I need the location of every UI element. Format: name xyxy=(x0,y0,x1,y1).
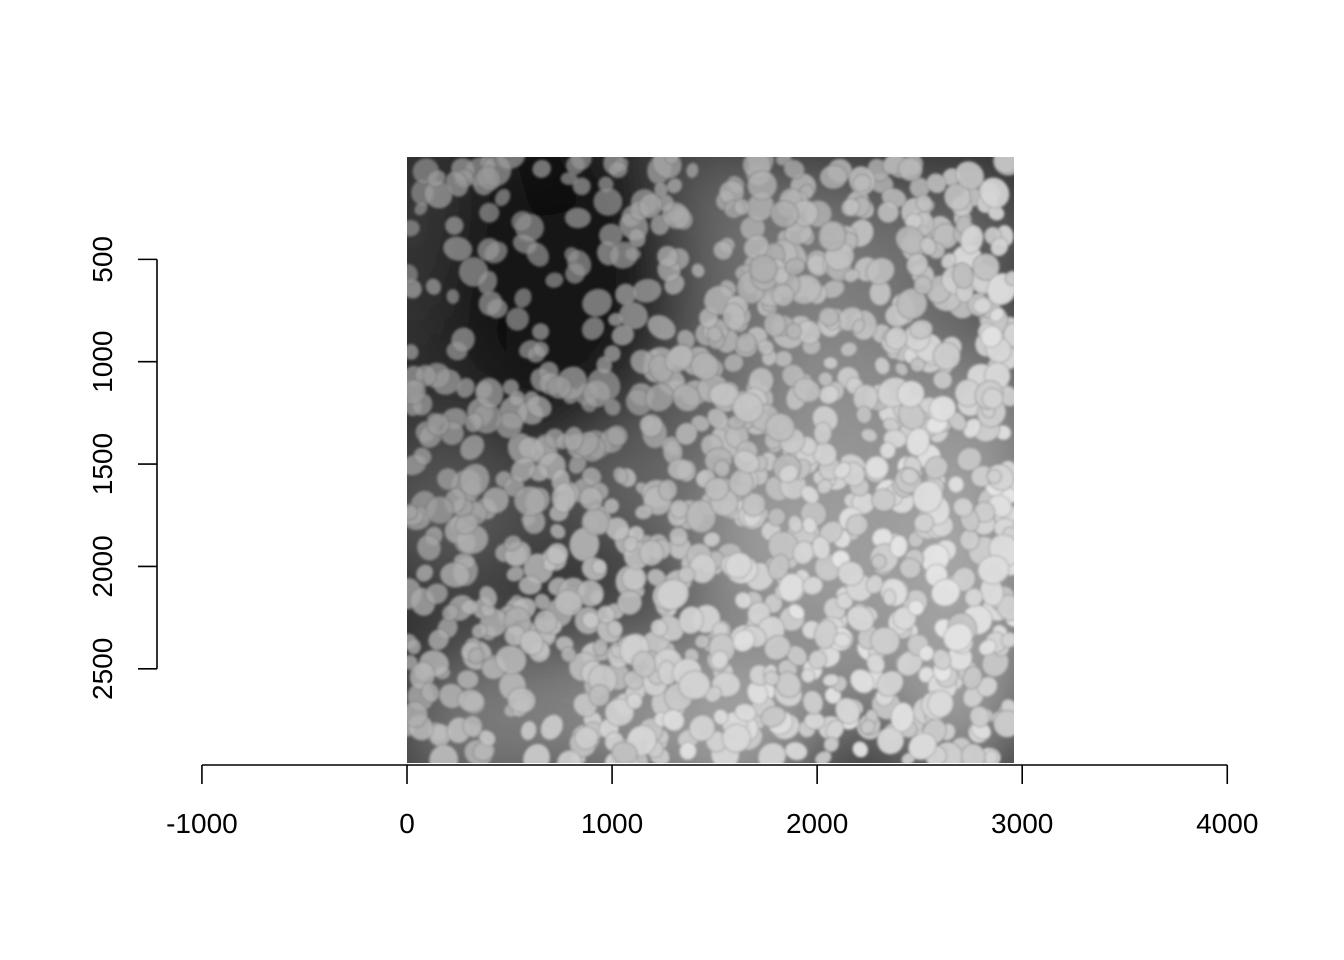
x-tick-label: -1000 xyxy=(166,808,238,839)
y-tick-label: 1000 xyxy=(87,331,118,393)
y-tick-label: 2500 xyxy=(87,638,118,700)
y-tick-label: 1500 xyxy=(87,433,118,495)
x-axis: -1000 0 1000 2000 3000 4000 xyxy=(166,764,1258,839)
x-tick-label: 1000 xyxy=(581,808,643,839)
y-tick-label: 2000 xyxy=(87,535,118,597)
y-axis: 500 1000 1500 2000 2500 xyxy=(87,236,158,700)
x-tick-label: 4000 xyxy=(1196,808,1258,839)
x-tick-label: 2000 xyxy=(786,808,848,839)
microscopy-image xyxy=(407,157,1014,763)
x-tick-label: 0 xyxy=(399,808,415,839)
y-tick-label: 500 xyxy=(87,236,118,283)
x-tick-label: 3000 xyxy=(991,808,1053,839)
